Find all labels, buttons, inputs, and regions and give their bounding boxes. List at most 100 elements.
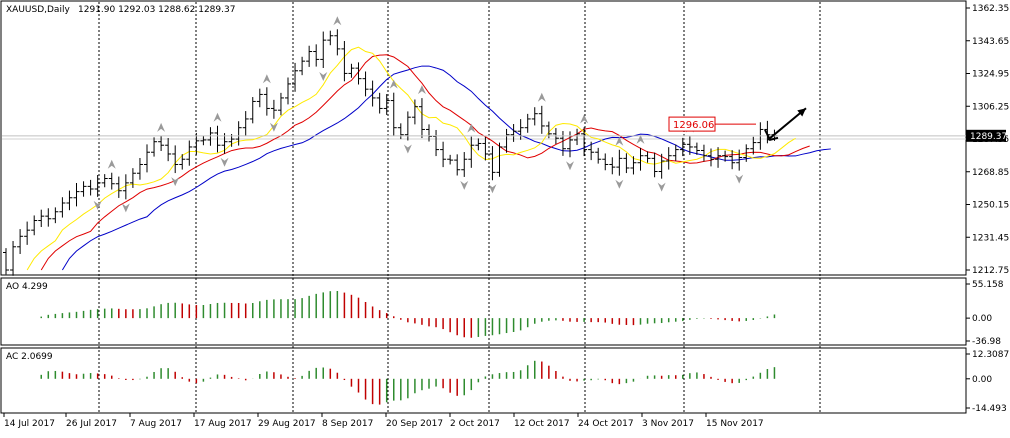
ao-tick-label: -36.98 (972, 337, 1001, 347)
ohlc-bar (489, 146, 496, 181)
price-tick-label: 1324.95 (972, 70, 1009, 80)
fractal-down (657, 182, 666, 192)
ohlc-bar (38, 209, 45, 228)
ma-fast-line (26, 46, 796, 271)
ac-histogram (40, 360, 776, 405)
ohlc-bar (94, 174, 101, 197)
ohlc-bar (369, 80, 376, 107)
ohlc-bar (729, 150, 736, 170)
ohlc-bar (743, 144, 750, 162)
fractal-down (269, 122, 278, 132)
price-tick-label: 1212.75 (972, 266, 1009, 276)
ao-histogram (40, 291, 776, 338)
ohlc-bar (426, 124, 432, 142)
ohlc-bar (644, 151, 651, 163)
ma-mid-line (40, 54, 810, 271)
ohlc-bar (588, 141, 595, 161)
ohlc-bar (87, 179, 94, 196)
price-tick-label: 1306.25 (972, 102, 1009, 112)
ohlc-bar (524, 113, 531, 133)
fractal-down (735, 174, 744, 184)
ohlc-bar (242, 111, 249, 136)
time-tick-label: 24 Oct 2017 (578, 419, 634, 429)
ohlc-bar (517, 119, 524, 140)
fractal-down (615, 179, 624, 189)
ac-axis: 12.3087 0.00 -14.493 (966, 350, 1009, 414)
time-tick-label: 14 Jul 2017 (4, 419, 55, 429)
fractal-down (121, 203, 130, 213)
ohlc-bar (158, 135, 165, 151)
panel-frames (0, 0, 967, 414)
ohlc-bar (17, 229, 24, 254)
ohlc-bar (700, 144, 707, 162)
ohlc-bar (52, 207, 59, 224)
ohlc-bar (151, 137, 158, 157)
fractal-down (403, 144, 412, 154)
arrow-hook (764, 129, 779, 141)
ohlc-bar (538, 105, 545, 134)
ohlc-bar (454, 154, 461, 176)
ohlc-bar (115, 176, 122, 198)
ac-tick-label: 12.3087 (972, 350, 1009, 360)
ohlc-bar (108, 172, 115, 190)
arrow-line (767, 107, 807, 141)
ohlc-bar (320, 31, 327, 68)
ohlc-bar (496, 142, 503, 177)
ohlc-bar (461, 152, 468, 177)
ohlc-bar (292, 62, 299, 92)
price-tick-label: 1268.85 (972, 168, 1009, 178)
ohlc-bar (376, 92, 383, 114)
ohlc-bar (214, 125, 221, 153)
ohlc-bar (24, 221, 31, 245)
ohlc-bar (256, 88, 263, 108)
ohlc-bar (207, 127, 214, 146)
ohlc-bar (200, 135, 207, 146)
ohlc-bar (418, 98, 425, 139)
price-tick-label: 1362.35 (972, 4, 1009, 14)
ohlc-bar (186, 140, 193, 166)
time-tick-label: 8 Sep 2017 (322, 419, 373, 429)
ohlc-bar (559, 131, 566, 156)
ohlc-bar (411, 99, 418, 125)
ohlc-bar (693, 142, 700, 155)
ohlc-bar (567, 131, 573, 158)
ohlc-bar (249, 97, 256, 124)
ohlc-bar (73, 183, 80, 207)
ohlc-bar (122, 174, 129, 200)
fractal-up (157, 122, 166, 132)
ohlc-bar (355, 62, 362, 85)
ohlc-bar (270, 99, 277, 119)
ohlc-bar (750, 136, 757, 155)
ohlc-bars (3, 29, 778, 276)
ao-tick-label: 0.00 (972, 314, 992, 324)
ao-axis: 55.158 0.00 -36.98 (966, 280, 1004, 347)
annotation-label: 1296.06 (673, 120, 714, 131)
ohlc-bar (10, 241, 17, 276)
time-tick-label: 12 Oct 2017 (514, 419, 570, 429)
time-tick-label: 20 Sep 2017 (386, 419, 443, 429)
ohlc-bar (658, 153, 665, 179)
ohlc-bar (433, 129, 440, 157)
ohlc-bar (602, 153, 609, 171)
ohlc-bar (440, 141, 447, 168)
current-price-label: 1289.37 (970, 132, 1007, 142)
price-tick-label: 1231.45 (972, 233, 1009, 243)
ohlc-bar (80, 181, 87, 197)
fractal-up (333, 16, 342, 26)
ohlc-bar (3, 248, 9, 275)
price-tick-label: 1343.65 (972, 37, 1009, 47)
ohlc-bar (313, 44, 320, 67)
ohlc-bar (306, 45, 313, 67)
chart-symbol: XAUUSD,Daily (6, 5, 70, 15)
ohlc-bar (475, 138, 482, 151)
current-price-tag: 1289.37 (966, 129, 1007, 142)
ohlc-bar (708, 148, 714, 167)
fractal-up (107, 159, 116, 169)
fractal-markers (93, 16, 744, 213)
ohlc-bar (679, 137, 686, 157)
price-tick-label: 1250.15 (972, 201, 1009, 211)
time-tick-label: 17 Aug 2017 (194, 419, 252, 429)
ohlc-bar (574, 128, 581, 146)
ohlc-bar (129, 168, 136, 188)
